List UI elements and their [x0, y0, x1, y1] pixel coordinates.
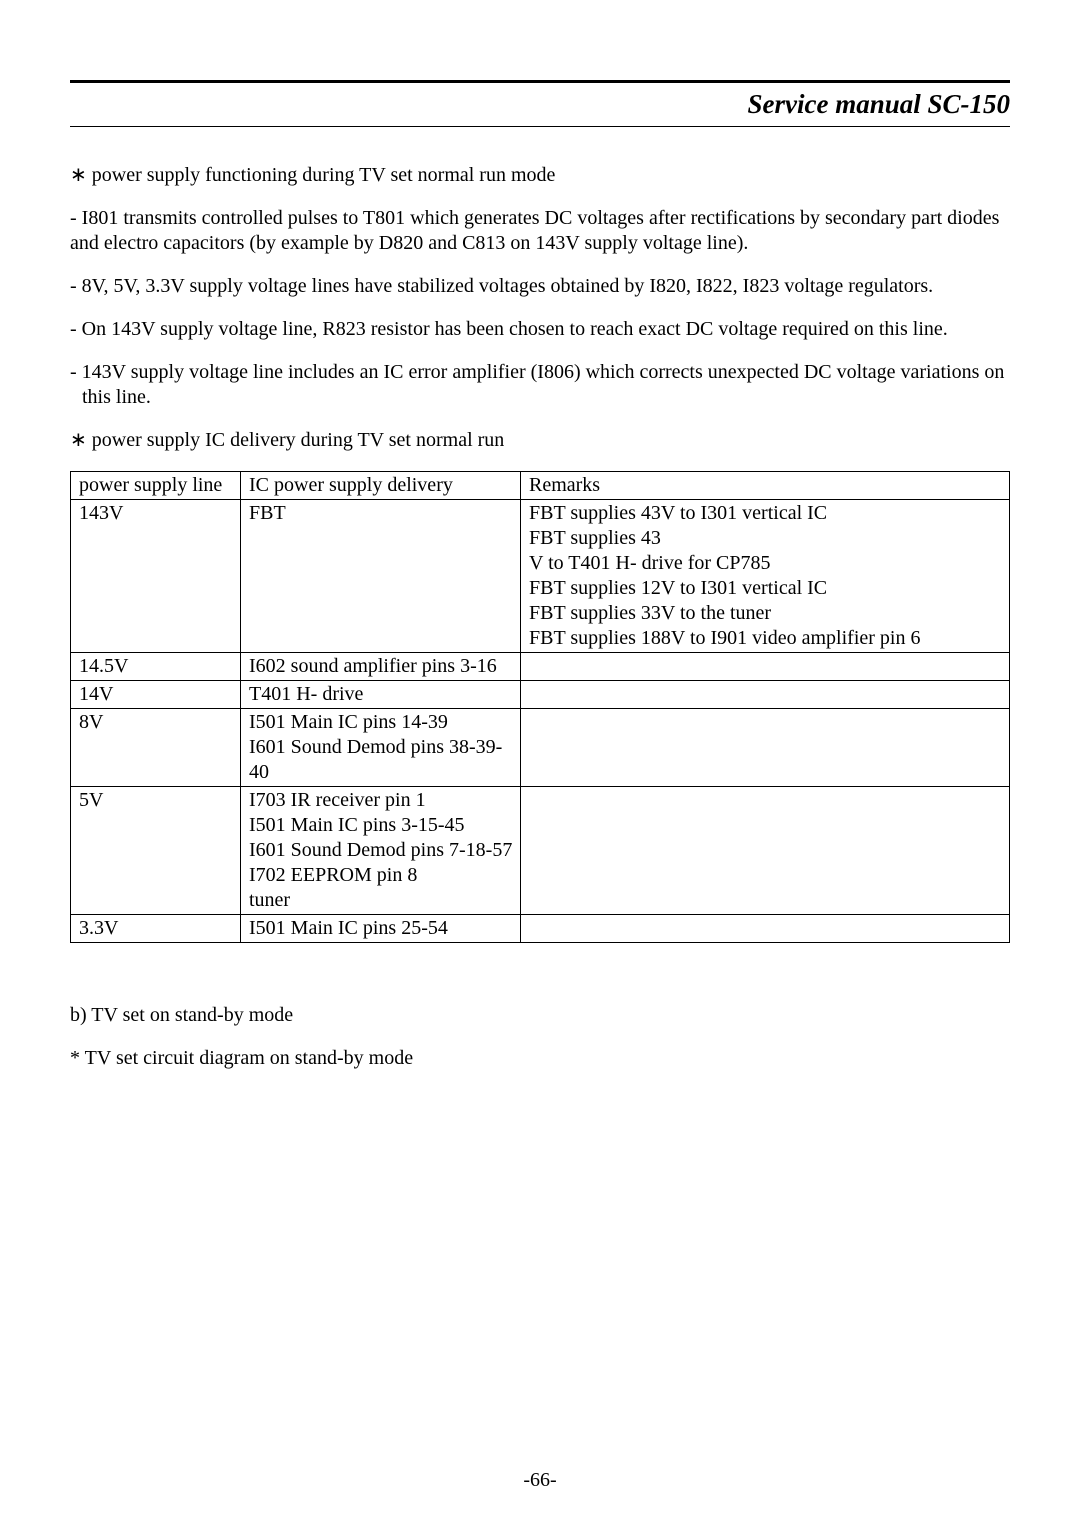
para-i801: - I801 transmits controlled pulses to T8…: [70, 206, 1010, 256]
cell-remarks: [521, 681, 1010, 709]
cell-deliv: I703 IR receiver pin 1 I501 Main IC pins…: [241, 787, 521, 915]
remark-line: FBT supplies 188V to I901 video amplifie…: [529, 626, 1003, 651]
cell-line: 5V: [71, 787, 241, 915]
cell-remarks: [521, 915, 1010, 943]
para-r823: - On 143V supply voltage line, R823 resi…: [70, 317, 1010, 342]
para-standby-diagram: * TV set circuit diagram on stand-by mod…: [70, 1046, 1010, 1071]
table-row: 8V I501 Main IC pins 14-39 I601 Sound De…: [71, 709, 1010, 787]
table-row: 14.5V I602 sound amplifier pins 3-16: [71, 653, 1010, 681]
table-row: 5V I703 IR receiver pin 1 I501 Main IC p…: [71, 787, 1010, 915]
cell-remarks: [521, 787, 1010, 915]
header-block: Service manual SC-150: [70, 80, 1010, 127]
cell-line: 3.3V: [71, 915, 241, 943]
page-number: -66-: [0, 1469, 1080, 1492]
cell-line: 143V: [71, 500, 241, 653]
para-i806-line1: - 143V supply voltage line includes an I…: [70, 360, 1010, 385]
remark-line: FBT supplies 43: [529, 526, 1003, 551]
cell-deliv: I501 Main IC pins 14-39 I601 Sound Demod…: [241, 709, 521, 787]
power-supply-table: power supply line IC power supply delive…: [70, 471, 1010, 943]
para-i806: - 143V supply voltage line includes an I…: [70, 360, 1010, 410]
para-8v5v33v: - 8V, 5V, 3.3V supply voltage lines have…: [70, 274, 1010, 299]
header-title: Service manual SC-150: [70, 85, 1010, 126]
cell-line: 14V: [71, 681, 241, 709]
para-i806-line2: this line.: [70, 385, 1010, 410]
table-header-row: power supply line IC power supply delive…: [71, 472, 1010, 500]
deliv-line: I702 EEPROM pin 8: [249, 863, 514, 888]
cell-deliv: I501 Main IC pins 25-54: [241, 915, 521, 943]
cell-remarks: FBT supplies 43V to I301 vertical IC FBT…: [521, 500, 1010, 653]
header-rule-bottom: [70, 126, 1010, 127]
page: Service manual SC-150 ∗ power supply fun…: [0, 0, 1080, 1526]
remark-line: FBT supplies 12V to I301 vertical IC: [529, 576, 1003, 601]
deliv-line: I501 Main IC pins 3-15-45: [249, 813, 514, 838]
table-row: 14V T401 H- drive: [71, 681, 1010, 709]
table-row: 3.3V I501 Main IC pins 25-54: [71, 915, 1010, 943]
remark-line: FBT supplies 33V to the tuner: [529, 601, 1003, 626]
para-standby-heading: b) TV set on stand-by mode: [70, 1003, 1010, 1028]
deliv-line: I501 Main IC pins 14-39: [249, 710, 514, 735]
para-ic-delivery-heading: ∗ power supply IC delivery during TV set…: [70, 428, 1010, 453]
remark-line: V to T401 H- drive for CP785: [529, 551, 1003, 576]
table-row: 143V FBT FBT supplies 43V to I301 vertic…: [71, 500, 1010, 653]
th-line: power supply line: [71, 472, 241, 500]
cell-deliv: T401 H- drive: [241, 681, 521, 709]
remark-line: FBT supplies 43V to I301 vertical IC: [529, 501, 1003, 526]
deliv-line: I703 IR receiver pin 1: [249, 788, 514, 813]
header-rule-top: [70, 80, 1010, 83]
cell-remarks: [521, 709, 1010, 787]
cell-remarks: [521, 653, 1010, 681]
cell-line: 14.5V: [71, 653, 241, 681]
deliv-line: I601 Sound Demod pins 7-18-57: [249, 838, 514, 863]
th-remarks: Remarks: [521, 472, 1010, 500]
cell-deliv: I602 sound amplifier pins 3-16: [241, 653, 521, 681]
deliv-line: I601 Sound Demod pins 38-39-40: [249, 735, 514, 785]
body-text: ∗ power supply functioning during TV set…: [70, 163, 1010, 1071]
th-deliv: IC power supply delivery: [241, 472, 521, 500]
para-run-mode-heading: ∗ power supply functioning during TV set…: [70, 163, 1010, 188]
cell-deliv: FBT: [241, 500, 521, 653]
deliv-line: tuner: [249, 888, 514, 913]
cell-line: 8V: [71, 709, 241, 787]
